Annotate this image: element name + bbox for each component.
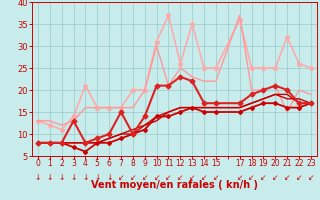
Text: ↙: ↙ [130, 173, 136, 182]
Text: ↓: ↓ [35, 173, 41, 182]
Text: ↓: ↓ [47, 173, 53, 182]
Text: ↓: ↓ [82, 173, 89, 182]
Text: ↙: ↙ [153, 173, 160, 182]
Text: ↙: ↙ [118, 173, 124, 182]
Text: ↙: ↙ [177, 173, 184, 182]
Text: ↙: ↙ [165, 173, 172, 182]
Text: ↙: ↙ [189, 173, 196, 182]
Text: ↙: ↙ [248, 173, 255, 182]
Text: ↙: ↙ [260, 173, 267, 182]
Text: ↙: ↙ [284, 173, 290, 182]
Text: ↙: ↙ [296, 173, 302, 182]
Text: ↙: ↙ [201, 173, 207, 182]
Text: ↙: ↙ [213, 173, 219, 182]
Text: ↓: ↓ [70, 173, 77, 182]
Text: ↙: ↙ [141, 173, 148, 182]
Text: ↓: ↓ [94, 173, 100, 182]
Text: ↙: ↙ [236, 173, 243, 182]
Text: ↓: ↓ [59, 173, 65, 182]
Text: ↓: ↓ [106, 173, 112, 182]
X-axis label: Vent moyen/en rafales ( kn/h ): Vent moyen/en rafales ( kn/h ) [91, 180, 258, 190]
Text: ↙: ↙ [308, 173, 314, 182]
Text: ↙: ↙ [272, 173, 278, 182]
